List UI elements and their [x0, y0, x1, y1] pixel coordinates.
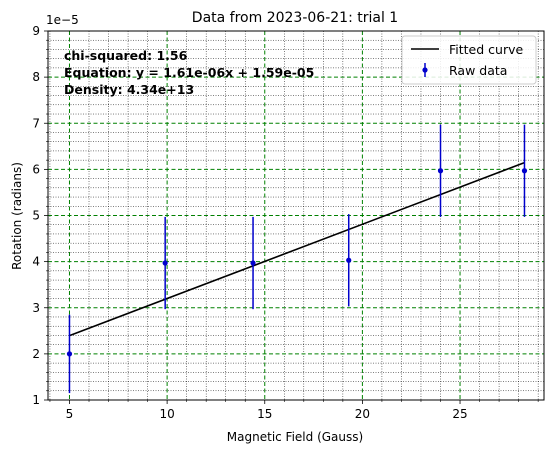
legend-label-fitted: Fitted curve [449, 42, 523, 57]
data-point [437, 168, 444, 174]
x-tick-label: 20 [355, 407, 370, 421]
x-tick-label: 5 [66, 407, 74, 421]
y-tick-label: 8 [32, 70, 40, 84]
y-tick-label: 1 [32, 393, 40, 407]
y-tick-label: 4 [32, 255, 40, 269]
annotation-equation: Equation: y = 1.61e-06x + 1.59e-05 [64, 65, 314, 80]
legend-label-raw: Raw data [449, 63, 507, 78]
data-point [346, 257, 352, 263]
fitted-curve-line [69, 161, 525, 337]
fit-layer [69, 161, 525, 337]
y-tick-label: 7 [32, 116, 40, 130]
y-axis-label: Rotation (radians) [10, 162, 24, 270]
data-point [162, 260, 168, 266]
axis-ticks: 5 10 15 20 25 1 2 3 4 5 6 7 8 9 [32, 24, 539, 421]
y-tick-label: 2 [32, 347, 40, 361]
y-tick-label: 6 [32, 162, 40, 176]
annotation-chi-squared: chi-squared: 1.56 [64, 48, 188, 63]
y-offset-label: 1e−5 [46, 13, 79, 27]
y-tick-label: 3 [32, 301, 40, 315]
y-tick-label: 9 [32, 24, 40, 38]
data-point [521, 168, 528, 174]
annotation-density: Density: 4.34e+13 [64, 82, 194, 97]
legend-box [401, 35, 537, 85]
x-tick-label: 25 [452, 407, 467, 421]
data-layer [66, 124, 528, 394]
data-point [250, 260, 256, 266]
legend-marker-swatch [422, 67, 428, 73]
legend: Fitted curve Raw data [401, 35, 537, 85]
x-axis-label: Magnetic Field (Gauss) [227, 430, 363, 444]
x-tick-label: 10 [159, 407, 174, 421]
chart-title: Data from 2023-06-21: trial 1 [192, 10, 398, 26]
y-tick-label: 5 [32, 209, 40, 223]
data-point [66, 351, 73, 357]
x-tick-label: 15 [257, 407, 272, 421]
